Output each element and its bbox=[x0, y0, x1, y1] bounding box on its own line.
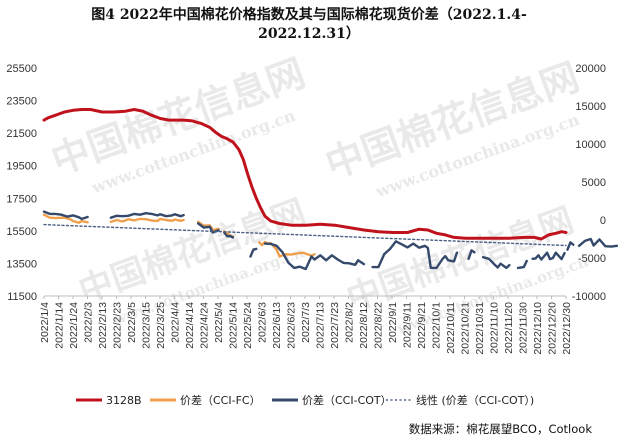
series-line-3 bbox=[43, 223, 567, 247]
data-source: 数据来源：棉花展望BCO，Cotlook bbox=[408, 422, 592, 436]
series-line-2 bbox=[371, 240, 459, 270]
x-axis-tick-label: 2022/6/23 bbox=[286, 302, 298, 349]
left-axis-tick-label: 17500 bbox=[6, 193, 37, 205]
x-axis-tick-label: 2022/11/10 bbox=[489, 302, 501, 354]
x-axis-tick-label: 2022/9/21 bbox=[416, 302, 428, 349]
x-axis-tick-label: 2022/11/30 bbox=[518, 302, 530, 354]
series-line-2 bbox=[223, 231, 235, 239]
x-axis-tick-label: 2022/8/22 bbox=[373, 302, 385, 349]
x-axis-tick-label: 2022/12/20 bbox=[547, 302, 559, 355]
x-axis-tick-label: 2022/4/4 bbox=[170, 302, 182, 343]
x-axis-tick-label: 2022/1/24 bbox=[68, 302, 80, 349]
series-line-2 bbox=[577, 237, 618, 248]
x-axis-tick-label: 2022/6/3 bbox=[257, 302, 269, 343]
series-line-2 bbox=[467, 249, 476, 260]
x-axis-tick-label: 2022/3/5 bbox=[126, 302, 138, 343]
x-axis-tick-label: 2022/7/13 bbox=[315, 302, 327, 349]
x-axis-tick-label: 2022/1/14 bbox=[54, 302, 66, 349]
series-line-2 bbox=[481, 256, 511, 270]
x-axis-tick-label: 2022/2/3 bbox=[83, 302, 95, 343]
left-axis-tick-label: 19500 bbox=[6, 161, 37, 173]
x-axis-tick-label: 2022/4/24 bbox=[199, 302, 211, 349]
series-line-2 bbox=[531, 251, 566, 261]
x-axis-tick-label: 2022/7/3 bbox=[300, 302, 312, 343]
x-axis-tick-label: 2022/1/4 bbox=[39, 302, 51, 343]
x-axis-tick-label: 2022/10/21 bbox=[460, 302, 472, 355]
series-line-2 bbox=[263, 242, 366, 271]
x-axis-tick-label: 2022/12/30 bbox=[561, 302, 573, 355]
x-axis-tick-label: 2022/3/25 bbox=[155, 302, 167, 349]
right-axis-tick-label: -10000 bbox=[572, 291, 606, 303]
x-axis-tick-label: 2022/6/13 bbox=[271, 302, 283, 349]
right-axis-tick-label: 0 bbox=[600, 215, 606, 227]
series-line-2 bbox=[516, 259, 528, 270]
x-axis-tick-label: 2022/9/1 bbox=[387, 302, 399, 343]
x-axis-tick-label: 2022/9/11 bbox=[402, 302, 414, 348]
x-axis-tick-label: 2022/2/23 bbox=[112, 302, 124, 349]
x-axis-tick-label: 2022/4/14 bbox=[184, 302, 196, 349]
x-axis-tick-label: 2022/5/24 bbox=[242, 302, 254, 349]
title-line-1: 图4 2022年中国棉花价格指数及其与国际棉花现货价差（2022.1.4- bbox=[91, 7, 527, 23]
x-axis-tick-label: 2022/8/2 bbox=[344, 302, 356, 343]
legend-label-2: 价差（CCI-COT） bbox=[302, 393, 392, 407]
x-axis-tick-label: 2022/5/14 bbox=[228, 302, 240, 349]
left-axis-tick-label: 25500 bbox=[6, 63, 37, 75]
x-axis-tick-label: 2022/11/20 bbox=[503, 302, 515, 354]
x-axis-tick-label: 2022/5/4 bbox=[213, 302, 225, 343]
series-line-1 bbox=[109, 217, 185, 224]
x-axis-tick-label: 2022/12/10 bbox=[532, 302, 544, 355]
x-axis-tick-label: 2022/10/11 bbox=[445, 302, 457, 354]
series-line-2 bbox=[566, 241, 575, 251]
x-axis-tick-label: 2022/2/13 bbox=[97, 302, 109, 349]
right-axis-tick-label: 5000 bbox=[582, 177, 606, 189]
series-line-2 bbox=[42, 210, 89, 221]
left-axis-tick-label: 21500 bbox=[6, 128, 37, 140]
chart-title: 图4 2022年中国棉花价格指数及其与国际棉花现货价差（2022.1.4- 20… bbox=[0, 6, 618, 44]
left-axis-tick-label: 11500 bbox=[7, 291, 37, 303]
right-axis-tick-label: 10000 bbox=[575, 139, 606, 151]
left-axis-tick-label: 13500 bbox=[6, 258, 37, 270]
series-line-1 bbox=[196, 220, 220, 232]
x-axis-tick-label: 2022/3/15 bbox=[141, 302, 153, 349]
series-line-0 bbox=[42, 108, 568, 241]
left-axis-tick-label: 15500 bbox=[6, 226, 37, 238]
legend-label-1: 价差（CCI-FC） bbox=[180, 393, 261, 407]
right-axis-tick-label: 20000 bbox=[575, 63, 606, 75]
x-axis-tick-label: 2022/10/31 bbox=[474, 302, 486, 355]
x-axis-tick-label: 2022/8/12 bbox=[358, 302, 370, 349]
series-line-2 bbox=[249, 247, 258, 258]
legend-label-0: 3128B bbox=[106, 394, 142, 407]
series-line-2 bbox=[109, 212, 185, 219]
series-line-1 bbox=[42, 213, 89, 224]
title-line-2: 2022.12.31） bbox=[258, 26, 360, 42]
series-line-1 bbox=[258, 240, 316, 258]
right-axis-tick-label: 15000 bbox=[575, 101, 606, 113]
x-axis-tick-label: 2022/7/23 bbox=[329, 302, 341, 349]
left-axis-tick-label: 23500 bbox=[6, 96, 37, 108]
right-axis-tick-label: -5000 bbox=[578, 253, 606, 265]
x-axis-tick-label: 2022/10/1 bbox=[431, 302, 443, 349]
legend-label-3: 线性 (价差（CCI-COT）) bbox=[416, 393, 534, 407]
